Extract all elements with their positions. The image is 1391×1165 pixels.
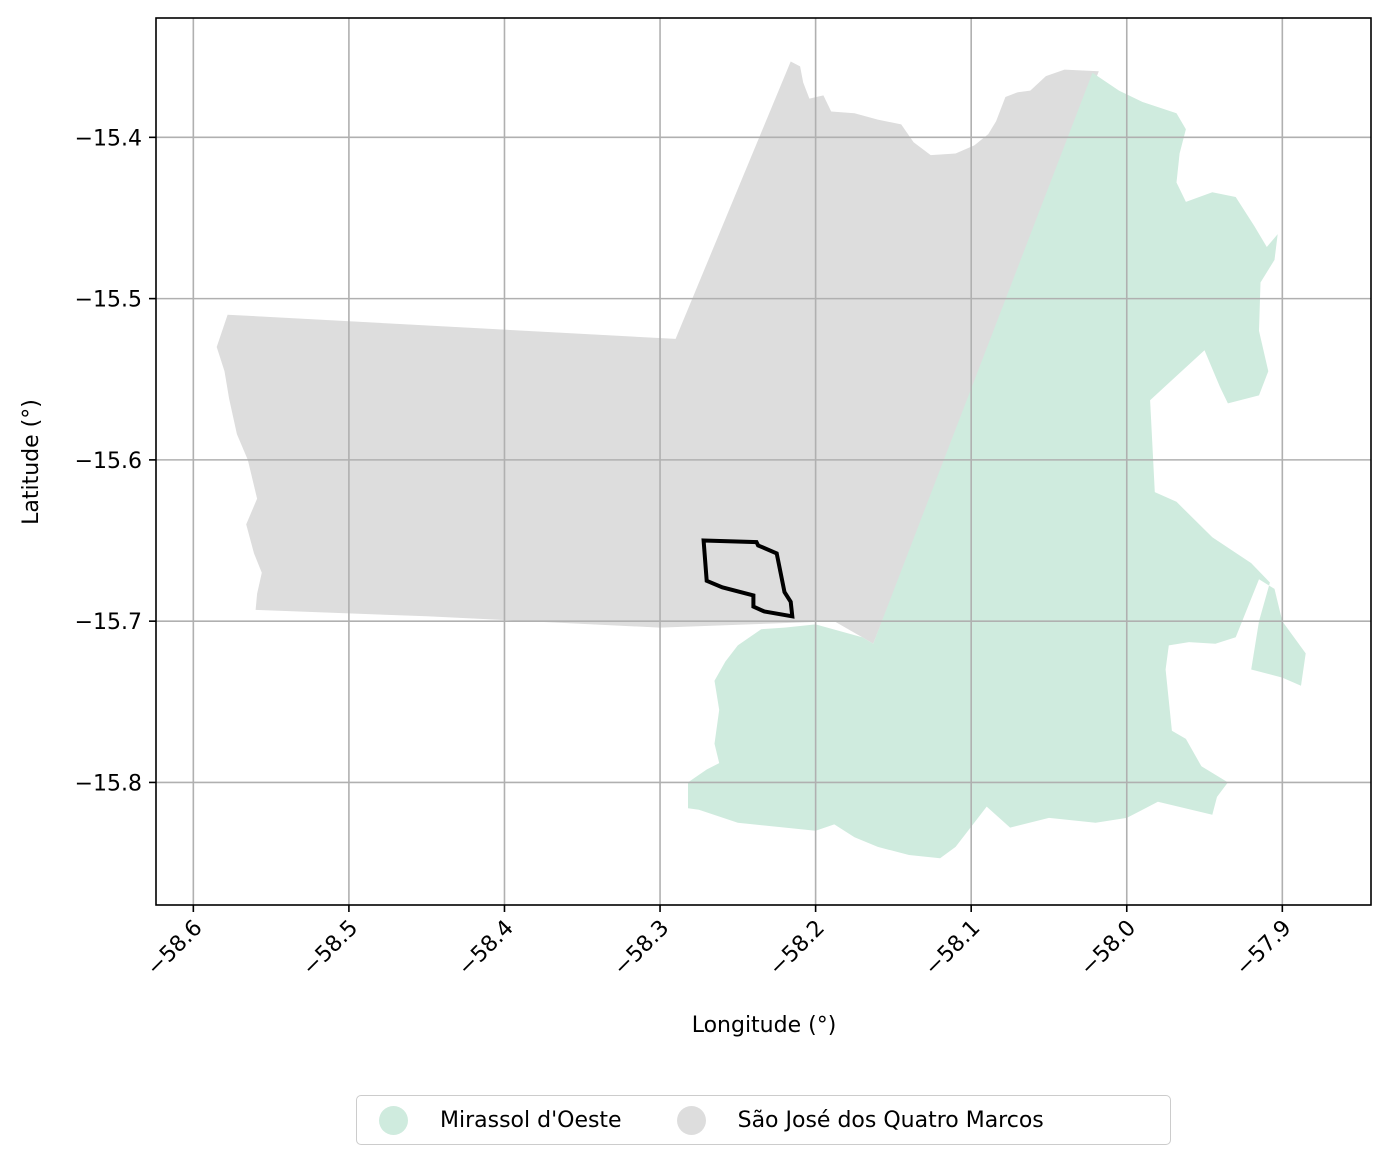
x-tick-label: −58.1 (920, 916, 985, 981)
region-sao-jose-dos-quatro-marcos (216, 61, 1099, 644)
regions-layer (216, 61, 1306, 859)
x-tick-label: −58.3 (609, 916, 674, 981)
y-axis-title: Latitude (°) (19, 399, 44, 525)
region-mirassol-d-oeste (688, 72, 1306, 859)
selected-area-polygon (701, 538, 795, 619)
x-tick-label: −57.9 (1231, 916, 1296, 981)
y-tick-label: −15.7 (75, 610, 142, 635)
y-tick-label: −15.5 (75, 288, 142, 313)
x-tick-label: −58.2 (764, 916, 829, 981)
y-tick-label: −15.8 (75, 771, 142, 796)
legend-marker-mirassol (379, 1105, 408, 1135)
selected-area-outline (701, 538, 795, 619)
legend-marker-sao-jose (676, 1105, 706, 1135)
legend-label-sao-jose: São José dos Quatro Marcos (737, 1107, 1044, 1133)
x-tick-label: −58.0 (1076, 916, 1141, 981)
y-tick-label: −15.4 (75, 126, 142, 151)
x-tick-label: −58.4 (453, 916, 518, 981)
gridlines (156, 18, 1371, 905)
legend: Mirassol d'Oeste São José dos Quatro Mar… (356, 1095, 1171, 1145)
plot-frame (155, 17, 1372, 906)
y-tick-label: −15.6 (75, 449, 142, 474)
x-axis-title: Longitude (°) (692, 1013, 837, 1038)
legend-item-sao-jose: São José dos Quatro Marcos (676, 1096, 1044, 1144)
x-tick-label: −58.5 (298, 916, 363, 981)
x-tick-label: −58.6 (142, 916, 207, 981)
legend-item-mirassol: Mirassol d'Oeste (379, 1096, 622, 1144)
legend-label-mirassol: Mirassol d'Oeste (440, 1107, 622, 1133)
